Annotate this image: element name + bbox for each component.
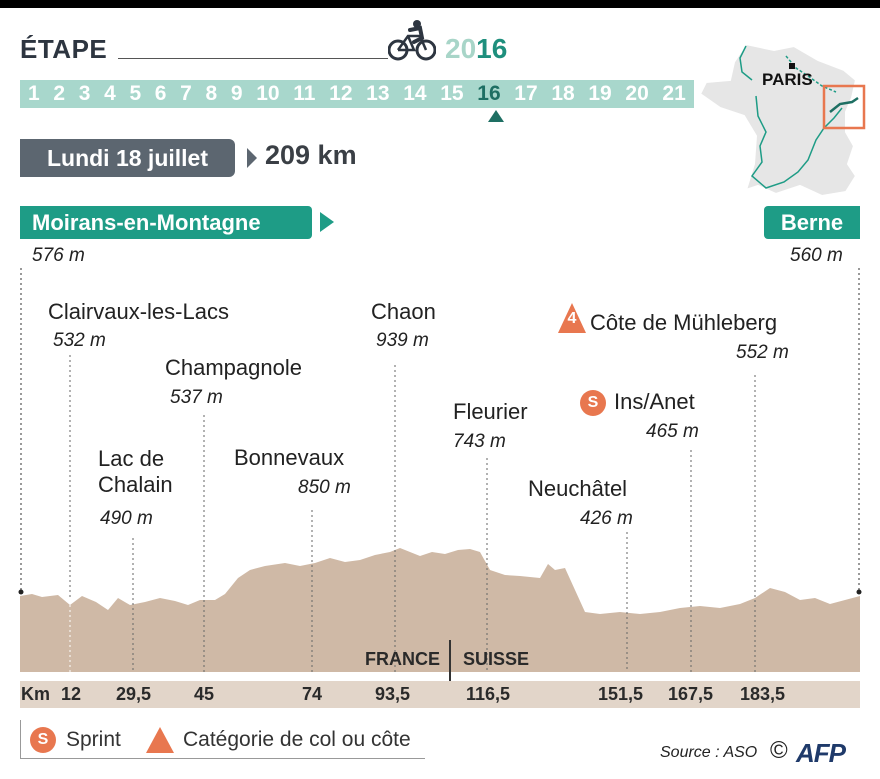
- waypoint-muhleberg: Côte de Mühleberg: [590, 310, 778, 335]
- date-box: Lundi 18 juillet: [20, 139, 235, 177]
- waypoint-champagnole-alt: 537 m: [170, 387, 223, 408]
- stage-number: 19: [588, 82, 612, 105]
- legend-sprint-icon: S: [30, 727, 56, 753]
- km-mark: 45: [194, 684, 215, 704]
- stage-number: 4: [104, 82, 116, 105]
- km-mark: 116,5: [466, 684, 511, 704]
- country-suisse: SUISSE: [463, 649, 530, 669]
- country-france: FRANCE: [365, 649, 440, 669]
- waypoint-neuchatel-alt: 426 m: [580, 508, 633, 529]
- climb-category-value: 4: [567, 310, 577, 327]
- km-mark: 183,5: [740, 684, 786, 704]
- km-mark: 93,5: [375, 684, 411, 704]
- waypoint-chalain-line2: Chalain: [98, 472, 173, 497]
- france-map: [698, 42, 866, 198]
- stage-number: 13: [366, 82, 390, 105]
- stage-number: 15: [440, 82, 464, 105]
- waypoint-ins-anet-alt: 465 m: [646, 421, 699, 442]
- finish-altitude: 560 m: [790, 245, 843, 266]
- waypoint-chalain-alt: 490 m: [100, 508, 153, 529]
- waypoint-muhleberg-alt: 552 m: [736, 342, 789, 363]
- legend-sprint-label: Sprint: [66, 728, 121, 751]
- waypoint-neuchatel: Neuchâtel: [528, 476, 628, 501]
- stage-number: 1: [28, 82, 40, 105]
- top-border: [0, 0, 880, 8]
- distance-arrow-icon: [247, 148, 257, 168]
- page-title: ÉTAPE: [20, 34, 108, 64]
- km-mark: 74: [302, 684, 323, 704]
- km-mark: 151,5: [598, 684, 644, 704]
- km-axis: [20, 681, 860, 708]
- start-altitude: 576 m: [32, 245, 85, 266]
- year-suffix: 16: [476, 33, 508, 64]
- legend-climb-label: Catégorie de col ou côte: [183, 728, 411, 751]
- stage-number: 6: [154, 82, 167, 105]
- waypoint-clairvaux: Clairvaux-les-Lacs: [48, 299, 229, 324]
- km-axis-label: Km: [21, 684, 51, 704]
- waypoint-clairvaux-alt: 532 m: [53, 330, 106, 351]
- waypoint-bonnevaux: Bonnevaux: [234, 445, 345, 470]
- map-city-label: PARIS: [762, 70, 813, 89]
- stage-number: 7: [180, 82, 192, 105]
- stage-number: 17: [514, 82, 538, 105]
- stage-number: 9: [230, 82, 243, 105]
- waypoint-bonnevaux-alt: 850 m: [298, 477, 351, 498]
- waypoint-chaon: Chaon: [371, 299, 436, 324]
- stage-number: 12: [329, 82, 353, 105]
- stage-selector: 1 2 3 4 5 6 7 8 9 10 11 12 13 14 15 16 17 18 19 20 21: [20, 80, 694, 108]
- start-town: Moirans-en-Montagne: [20, 206, 312, 239]
- stage-number: 16: [477, 82, 501, 105]
- waypoint-fleurier-alt: 743 m: [453, 431, 506, 452]
- stage-number: 21: [662, 82, 686, 105]
- start-arrow-icon: [320, 212, 334, 232]
- current-stage-marker: [488, 110, 504, 122]
- stage-number: 11: [293, 82, 316, 105]
- title-divider: [118, 58, 388, 59]
- afp-logo: AFP: [796, 738, 846, 768]
- waypoint-ins-anet: Ins/Anet: [614, 389, 695, 414]
- cyclist-icon: [388, 20, 436, 61]
- distance-value: 209 km: [265, 140, 357, 170]
- waypoint-chalain-line1: Lac de: [98, 446, 165, 471]
- year-prefix: 20: [445, 33, 477, 64]
- waypoint-champagnole: Champagnole: [165, 355, 302, 380]
- stage-number: 3: [78, 82, 91, 105]
- legend: [20, 720, 425, 759]
- finish-town: Berne: [764, 206, 860, 239]
- stage-number: 18: [551, 82, 575, 105]
- paris-dot: [789, 63, 795, 69]
- stage-number: 10: [256, 82, 280, 105]
- stage-number: 8: [205, 82, 218, 105]
- waypoint-chaon-alt: 939 m: [376, 330, 429, 351]
- km-mark: 29,5: [116, 684, 152, 704]
- source-credit: Source : ASO: [660, 744, 758, 761]
- waypoint-fleurier: Fleurier: [453, 399, 528, 424]
- km-mark: 12: [61, 684, 82, 704]
- stage-number: 20: [625, 82, 649, 105]
- sprint-badge-icon: S: [580, 390, 606, 416]
- legend-climb-icon: [146, 727, 174, 753]
- year: 2016: [445, 33, 507, 65]
- km-mark: 167,5: [668, 684, 714, 704]
- stage-number: 5: [129, 82, 142, 105]
- copyright-symbol: ©: [770, 737, 788, 764]
- stage-number: 2: [53, 82, 66, 105]
- stage-number: 14: [403, 82, 427, 105]
- stage-region-marker: [822, 84, 866, 130]
- climb-category-icon: [558, 303, 586, 333]
